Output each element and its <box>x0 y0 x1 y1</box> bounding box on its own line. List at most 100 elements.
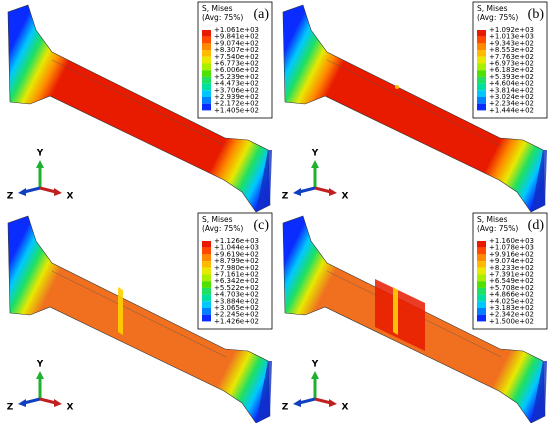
edge <box>51 59 227 147</box>
legend-value: +7.391e+02 <box>489 271 534 279</box>
color-cell <box>202 36 211 44</box>
legend-value: +9.343e+02 <box>489 39 534 47</box>
legend-value: +3.183e+02 <box>489 304 534 312</box>
legend-value: +6.342e+02 <box>214 277 259 285</box>
legend-value: +1.092e+03 <box>489 26 534 34</box>
legend-value: +6.773e+02 <box>214 60 259 68</box>
legend-value: +7.161e+02 <box>214 271 259 279</box>
legend-value: +1.126e+03 <box>214 237 259 245</box>
color-cell <box>477 50 486 57</box>
axis-label-x: X <box>67 192 74 202</box>
axis-label-z: Z <box>282 192 289 202</box>
legend-value: +2.245e+02 <box>214 311 259 319</box>
legend-title: S, Mises <box>202 4 233 13</box>
legend-value: +4.604e+02 <box>489 80 534 88</box>
color-cell <box>477 287 486 295</box>
specimen-side <box>256 150 272 212</box>
color-cell <box>477 254 486 262</box>
legend-value: +6.973e+02 <box>489 60 534 68</box>
arrow-z <box>18 399 26 407</box>
color-cell <box>477 56 486 64</box>
axis-label-z: Z <box>282 403 289 413</box>
color-cell <box>477 294 486 302</box>
neck-band <box>118 287 123 335</box>
color-cell <box>477 43 486 51</box>
panel: S, Mises(Avg: 75%) (a) +1.061e+03+9.841e+0… <box>7 1 273 213</box>
legend-value: +4.866e+02 <box>489 291 534 299</box>
neck-zone <box>375 279 425 351</box>
panel-label: (b) <box>528 7 545 22</box>
color-cell <box>202 254 211 262</box>
legend-value: +1.061e+03 <box>214 26 259 34</box>
neck-band <box>393 287 398 335</box>
color-cell <box>202 63 211 71</box>
legend-value: +1.013e+03 <box>489 33 534 41</box>
color-cell <box>202 301 211 308</box>
axis-label-x: X <box>67 403 74 413</box>
legend-value: +4.473e+02 <box>214 80 259 88</box>
color-cell <box>202 308 211 315</box>
legend-value: +3.706e+02 <box>214 86 259 94</box>
color-cell <box>477 30 486 37</box>
color-cell <box>477 103 486 111</box>
specimen-side <box>531 361 547 423</box>
color-cell <box>477 241 486 248</box>
legend-subtitle: (Avg: 75%) <box>477 224 518 233</box>
legend-value: +3.065e+02 <box>214 304 259 312</box>
color-cell <box>202 241 211 248</box>
legend-value: +2.172e+02 <box>214 100 259 108</box>
legend-value: +1.160e+03 <box>489 237 534 245</box>
legend-subtitle: (Avg: 75%) <box>202 224 243 233</box>
legend-value: +7.540e+02 <box>214 53 259 61</box>
panel-label: (d) <box>528 218 545 233</box>
color-cell <box>477 76 486 84</box>
specimen-side <box>531 150 547 212</box>
arrow-z <box>18 188 26 196</box>
color-cell <box>202 281 211 288</box>
legend-value: +1.405e+02 <box>214 106 259 114</box>
color-cell <box>202 294 211 302</box>
legend-value: +1.426e+02 <box>214 317 259 325</box>
legend-value: +8.553e+02 <box>489 46 534 54</box>
arrow-y <box>311 371 319 379</box>
legend-value: +8.233e+02 <box>489 264 534 272</box>
color-cell <box>477 97 486 104</box>
axis-label-y: Y <box>36 360 44 370</box>
legend-value: +3.024e+02 <box>489 93 534 101</box>
color-cell <box>202 56 211 64</box>
edge <box>51 270 227 358</box>
color-cell <box>202 50 211 57</box>
color-cell <box>477 314 486 322</box>
legend-title: S, Mises <box>477 215 508 224</box>
legend-value: +6.549e+02 <box>489 277 534 285</box>
axis-label-z: Z <box>7 192 14 202</box>
legend-value: +7.980e+02 <box>214 264 259 272</box>
color-cell <box>202 103 211 111</box>
panel-label: (c) <box>253 218 269 233</box>
legend-value: +9.074e+02 <box>489 257 534 265</box>
color-cell <box>477 301 486 308</box>
arrow-y <box>36 160 44 168</box>
color-cell <box>477 261 486 268</box>
legend-value: +1.444e+02 <box>489 106 534 114</box>
axis-z <box>298 397 316 405</box>
legend-value: +1.500e+02 <box>489 317 534 325</box>
color-cell <box>202 90 211 97</box>
color-cell <box>477 267 486 275</box>
legend-value: +2.234e+02 <box>489 100 534 108</box>
legend-subtitle: (Avg: 75%) <box>477 13 518 22</box>
panel: S, Mises(Avg: 75%) (c) +1.126e+03+1.044e+0… <box>7 212 273 423</box>
arrow-x <box>329 188 337 196</box>
color-cell <box>202 83 211 91</box>
color-cell <box>477 274 486 282</box>
legend-value: +4.025e+02 <box>489 297 534 305</box>
axis-z <box>23 186 41 194</box>
arrow-y <box>36 371 44 379</box>
color-cell <box>477 281 486 288</box>
legend-value: +3.814e+02 <box>489 86 534 94</box>
legend-value: +2.939e+02 <box>214 93 259 101</box>
axis-x <box>39 397 57 405</box>
hot-spot <box>395 85 399 89</box>
color-cell <box>202 287 211 295</box>
